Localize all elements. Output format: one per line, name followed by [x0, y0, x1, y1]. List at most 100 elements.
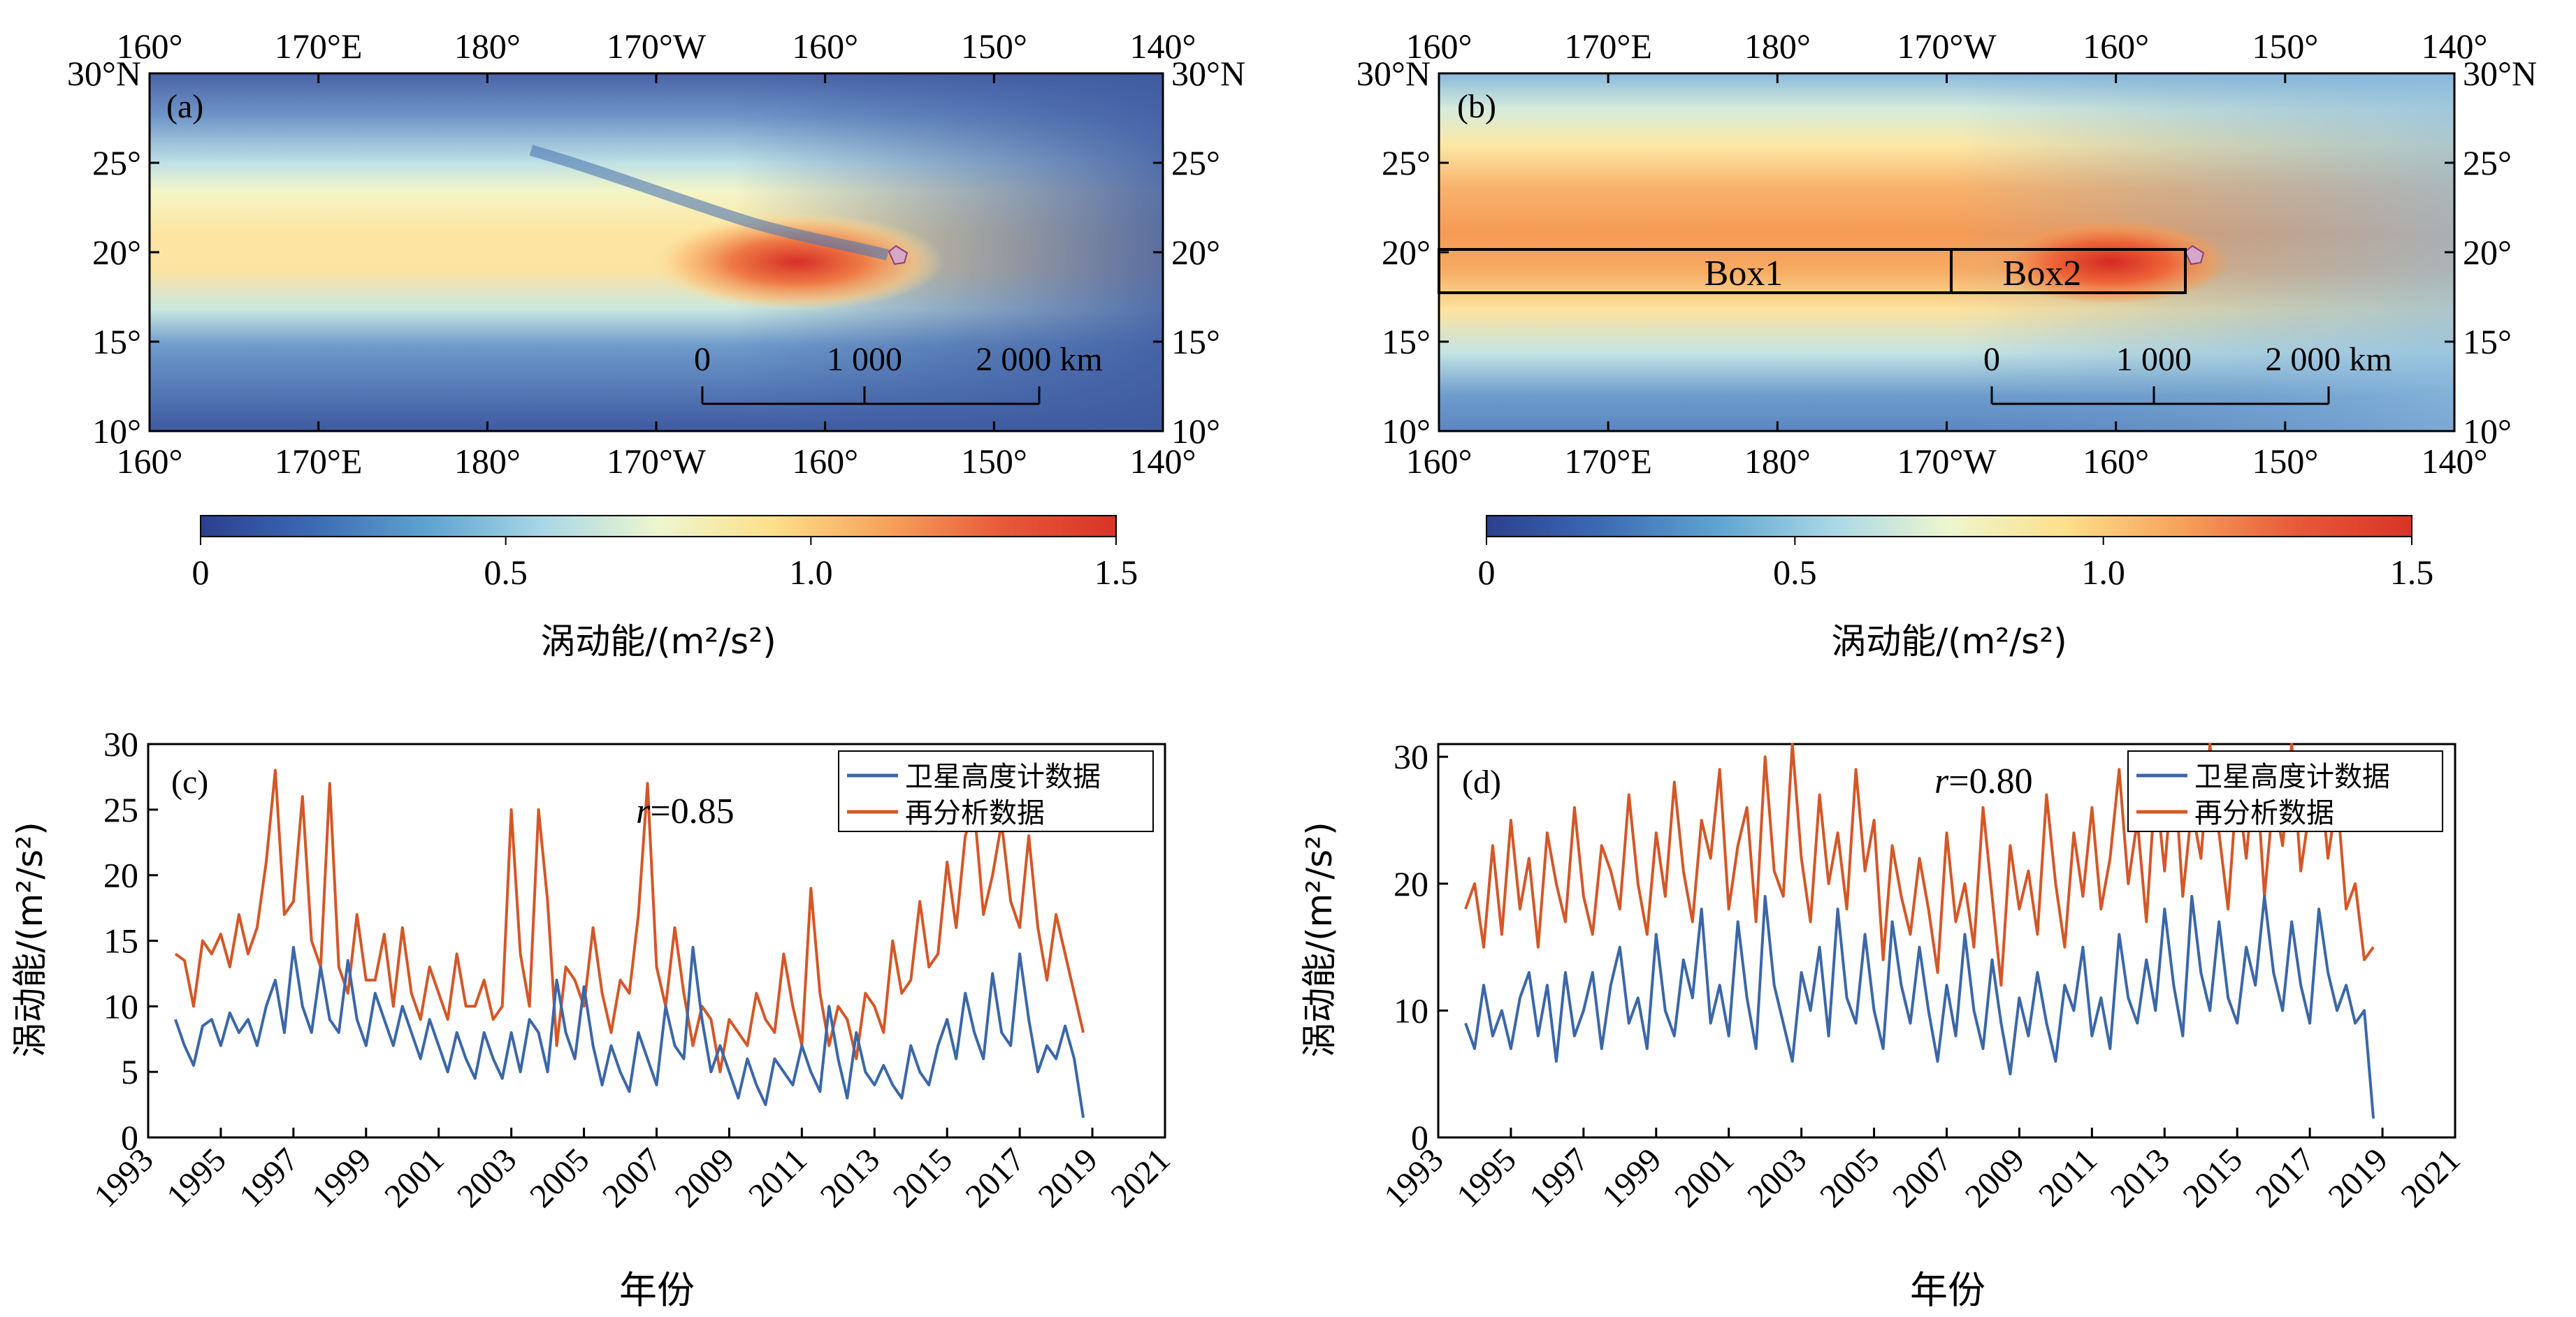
colorbar-tick-label: 0.5 [1773, 553, 1817, 592]
lon-tick-label-top: 170°W [1897, 27, 1997, 66]
lat-tick-label-right: 15° [2463, 322, 2512, 361]
x-axis-label-d: 年份 [1910, 1268, 1985, 1312]
lat-tick-label-left: 15° [92, 322, 141, 361]
x-tick-label: 2003 [1740, 1141, 1814, 1214]
map-panel-a: (a) 160° 160° 170°E 170°E 180° 180° 170°W 170°W… [67, 27, 1245, 481]
colorbar-strip-b [1486, 515, 2412, 537]
lon-tick-label-bottom: 170°W [607, 442, 707, 481]
eddy-hotspot-a [650, 213, 943, 311]
lon-tick-label-top: 160° [792, 27, 858, 66]
colorbar-label-b: 涡动能/(m²/s²) [1831, 621, 2067, 662]
x-tick-label: 1993 [1377, 1141, 1450, 1214]
lat-tick-label-left: 10° [92, 412, 141, 451]
legend-label-reanalysis-d: 再分析数据 [2194, 797, 2334, 829]
x-tick-label: 2005 [523, 1141, 596, 1214]
lon-tick-label-bottom: 160° [2083, 442, 2149, 481]
x-tick-label: 1995 [159, 1141, 233, 1214]
y-tick-label: 30 [103, 725, 138, 764]
scale-bar-label-2000: 2 000 km [976, 341, 1102, 378]
legend-d: 卫星高度计数据 再分析数据 [2127, 750, 2443, 832]
colorbar-strip-a [200, 515, 1117, 537]
x-tick-label: 2019 [1031, 1141, 1104, 1214]
lon-tick-label-top: 170°E [275, 27, 363, 66]
legend-label-altimeter-d: 卫星高度计数据 [2194, 761, 2390, 793]
x-tick-label: 2013 [813, 1141, 887, 1214]
x-tick-label: 2021 [2394, 1141, 2467, 1214]
lat-tick-label-right: 10° [2463, 412, 2512, 451]
scale-bar-b: 0 1 000 2 000 km [1983, 341, 2392, 405]
lon-tick-label-top: 160° [117, 27, 183, 66]
lat-tick-label-right: 20° [1171, 233, 1220, 272]
colorbar-tick-label: 0.5 [484, 553, 528, 592]
y-tick-label: 5 [121, 1052, 138, 1091]
series-line-altimeter [1464, 894, 2375, 1119]
panel-label-b: (b) [1457, 88, 1496, 125]
lat-tick-label-left: 10° [1382, 412, 1431, 451]
lat-tick-label-left: 20° [92, 233, 141, 272]
box2-label: Box2 [2003, 254, 2082, 293]
y-tick-label: 15 [103, 922, 138, 961]
lon-tick-label-top: 170°W [607, 27, 707, 66]
lon-tick-label-top: 160° [2083, 27, 2149, 66]
panel-label-d: (d) [1462, 764, 1501, 801]
lon-tick-label-bottom: 180° [1744, 442, 1811, 481]
lat-tick-label-right: 15° [1171, 322, 1220, 361]
lon-tick-label-bottom: 170°W [1897, 442, 1997, 481]
x-tick-label: 2017 [959, 1141, 1032, 1214]
x-tick-label: 1995 [1449, 1141, 1523, 1214]
colorbar-b: 0 0.5 1.0 1.5 涡动能/(m²/s²) [1478, 515, 2433, 662]
x-tick-label: 2009 [668, 1141, 741, 1214]
lon-tick-label-bottom: 170°E [1564, 442, 1652, 481]
map-ticks-a: 160° 160° 170°E 170°E 180° 180° 170°W 170°W 160°… [67, 27, 1245, 481]
x-tick-label: 2007 [595, 1141, 669, 1214]
scale-bar-label-1000: 1 000 [827, 341, 902, 378]
x-tick-label: 2019 [2321, 1141, 2394, 1214]
lon-tick-label-bottom: 150° [2252, 442, 2318, 481]
panel-label-a: (a) [166, 88, 203, 125]
scale-bar-label-2000: 2 000 km [2265, 341, 2392, 378]
lon-tick-label-top: 140° [2422, 27, 2488, 66]
lat-tick-label-left: 25° [1382, 143, 1431, 182]
x-tick-label: 2011 [741, 1141, 814, 1214]
correlation-symbol-d: r [1934, 762, 1949, 801]
colorbar-ticks-a: 0 0.5 1.0 1.5 [192, 537, 1138, 592]
colorbar-tick-label: 1.0 [2081, 553, 2125, 592]
x-tick-label: 2001 [377, 1141, 451, 1214]
line-chart-c: 0 5 10 15 20 25 30 1993199519971999200120032005… [10, 725, 1178, 1312]
y-tick-label: 10 [103, 987, 138, 1026]
x-tick-label: 2017 [2249, 1141, 2322, 1214]
hawaii-island-a [888, 245, 909, 265]
lon-tick-label-bottom: 160° [117, 442, 183, 481]
x-tick-label: 2003 [450, 1141, 523, 1214]
scale-bar-label-0: 0 [1983, 341, 2000, 378]
colorbar-label-a: 涡动能/(m²/s²) [540, 621, 776, 662]
y-axis-label-c: 涡动能/(m²/s²) [10, 822, 50, 1058]
box2-outline [1950, 248, 2187, 294]
y-tick-label: 10 [1394, 991, 1428, 1030]
colorbar-tick-label: 0 [192, 553, 210, 592]
lat-tick-label-left: 15° [1382, 322, 1431, 361]
scale-bar-a: 0 1 000 2 000 km [694, 341, 1103, 405]
lat-tick-label-right: 30°N [1171, 54, 1245, 93]
lon-tick-label-bottom: 140° [1130, 442, 1196, 481]
eddy-hotspot-b [1992, 220, 2229, 304]
scale-bar-label-0: 0 [694, 341, 711, 378]
correlation-value-d: =0.80 [1948, 762, 2032, 801]
y-tick-label: 0 [1411, 1118, 1428, 1157]
colorbar-tick-label: 1.5 [1094, 553, 1138, 592]
x-tick-label: 2001 [1667, 1141, 1741, 1214]
lon-tick-label-top: 140° [1130, 27, 1196, 66]
correlation-symbol-c: r [636, 792, 651, 831]
x-tick-label: 1993 [87, 1141, 160, 1214]
legend-c: 卫星高度计数据 再分析数据 [838, 750, 1154, 832]
lat-tick-label-right: 10° [1171, 412, 1220, 451]
y-tick-label: 25 [103, 790, 138, 829]
x-tick-label: 2007 [1886, 1141, 1959, 1214]
x-tick-label: 1997 [232, 1141, 305, 1214]
colorbar-a: 0 0.5 1.0 1.5 涡动能/(m²/s²) [192, 515, 1138, 662]
lon-tick-label-top: 160° [1406, 27, 1472, 66]
scale-bar-label-1000: 1 000 [2116, 341, 2192, 378]
series-line-reanalysis [1464, 743, 2375, 987]
correlation-c: r=0.85 [636, 792, 735, 831]
